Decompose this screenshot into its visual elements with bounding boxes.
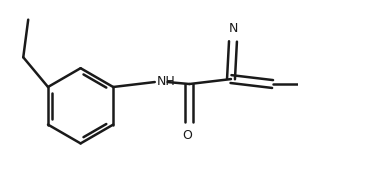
Text: O: O bbox=[183, 129, 192, 142]
Text: NH: NH bbox=[157, 74, 176, 88]
Text: N: N bbox=[228, 22, 238, 35]
